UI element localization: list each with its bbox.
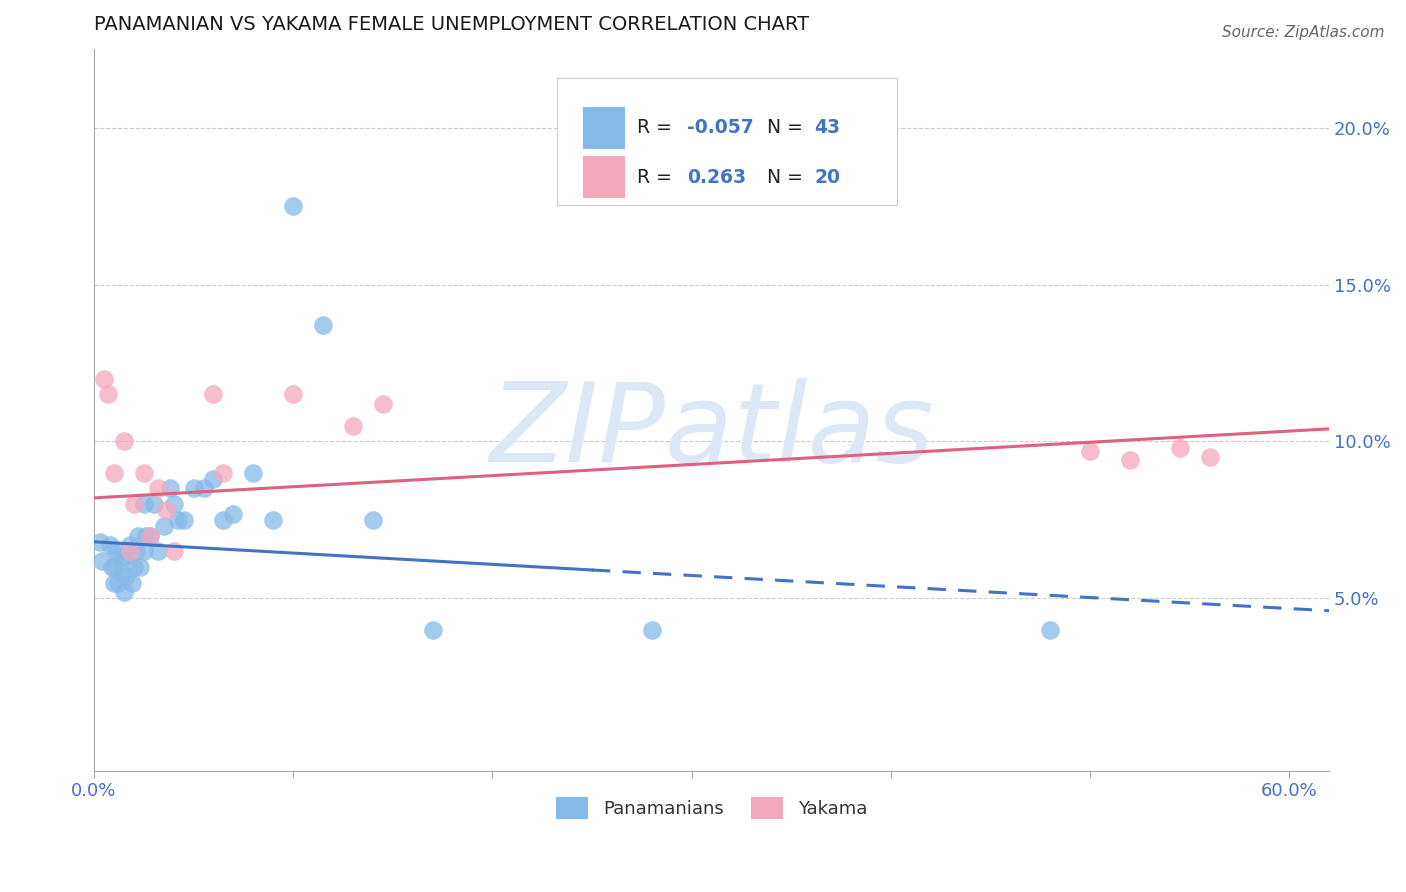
Point: [1168, 441, 1191, 455]
Point: [128, 559, 150, 574]
Point: [103, 575, 125, 590]
Point: [118, 538, 141, 552]
Point: [222, 507, 245, 521]
Point: [641, 623, 664, 637]
Point: [283, 199, 305, 213]
Point: [125, 544, 148, 558]
Point: [152, 519, 174, 533]
Point: [112, 550, 135, 565]
Point: [312, 318, 335, 333]
Text: 0.263: 0.263: [686, 168, 747, 186]
Text: R =: R =: [637, 119, 678, 137]
Point: [262, 513, 284, 527]
Point: [135, 528, 157, 542]
Point: [361, 513, 384, 527]
Text: Source: ZipAtlas.com: Source: ZipAtlas.com: [1222, 25, 1385, 40]
Point: [342, 418, 364, 433]
Point: [132, 497, 155, 511]
Point: [159, 482, 181, 496]
Point: [162, 544, 184, 558]
Text: -0.057: -0.057: [686, 119, 754, 137]
Point: [202, 472, 225, 486]
FancyBboxPatch shape: [583, 156, 626, 198]
Point: [283, 387, 305, 401]
Text: R =: R =: [637, 168, 685, 186]
Point: [202, 387, 225, 401]
Text: N =: N =: [768, 168, 808, 186]
Point: [162, 497, 184, 511]
Point: [212, 466, 235, 480]
Point: [103, 466, 125, 480]
Point: [146, 544, 169, 558]
Text: 43: 43: [814, 119, 841, 137]
Point: [101, 559, 124, 574]
Point: [155, 503, 177, 517]
Point: [166, 513, 188, 527]
Point: [1039, 623, 1062, 637]
Point: [127, 528, 149, 542]
Point: [1119, 453, 1142, 467]
Legend: Panamanians, Yakama: Panamanians, Yakama: [548, 790, 875, 827]
Point: [97, 387, 120, 401]
Point: [114, 569, 136, 583]
Point: [138, 528, 160, 542]
Point: [173, 513, 195, 527]
FancyBboxPatch shape: [583, 107, 626, 149]
Point: [112, 434, 135, 449]
Point: [183, 482, 205, 496]
Text: 20: 20: [814, 168, 839, 186]
Text: PANAMANIAN VS YAKAMA FEMALE UNEMPLOYMENT CORRELATION CHART: PANAMANIAN VS YAKAMA FEMALE UNEMPLOYMENT…: [94, 15, 808, 34]
Point: [242, 466, 264, 480]
Point: [93, 372, 115, 386]
Point: [98, 538, 121, 552]
Text: ZIPatlas: ZIPatlas: [489, 378, 934, 485]
Point: [111, 566, 134, 581]
Point: [90, 553, 112, 567]
Point: [118, 544, 141, 558]
Point: [1078, 443, 1101, 458]
FancyBboxPatch shape: [557, 78, 897, 204]
Point: [193, 482, 215, 496]
Point: [121, 575, 143, 590]
Point: [422, 623, 444, 637]
Point: [132, 466, 155, 480]
Point: [108, 550, 131, 565]
Point: [146, 482, 169, 496]
Point: [89, 534, 111, 549]
Point: [112, 585, 135, 599]
Point: [138, 528, 160, 542]
Point: [142, 497, 165, 511]
Point: [132, 544, 155, 558]
Point: [103, 559, 125, 574]
Point: [122, 559, 145, 574]
Point: [104, 544, 127, 558]
Point: [371, 397, 394, 411]
Point: [122, 497, 145, 511]
Point: [212, 513, 235, 527]
Point: [107, 575, 129, 590]
Point: [1198, 450, 1220, 464]
Text: N =: N =: [768, 119, 808, 137]
